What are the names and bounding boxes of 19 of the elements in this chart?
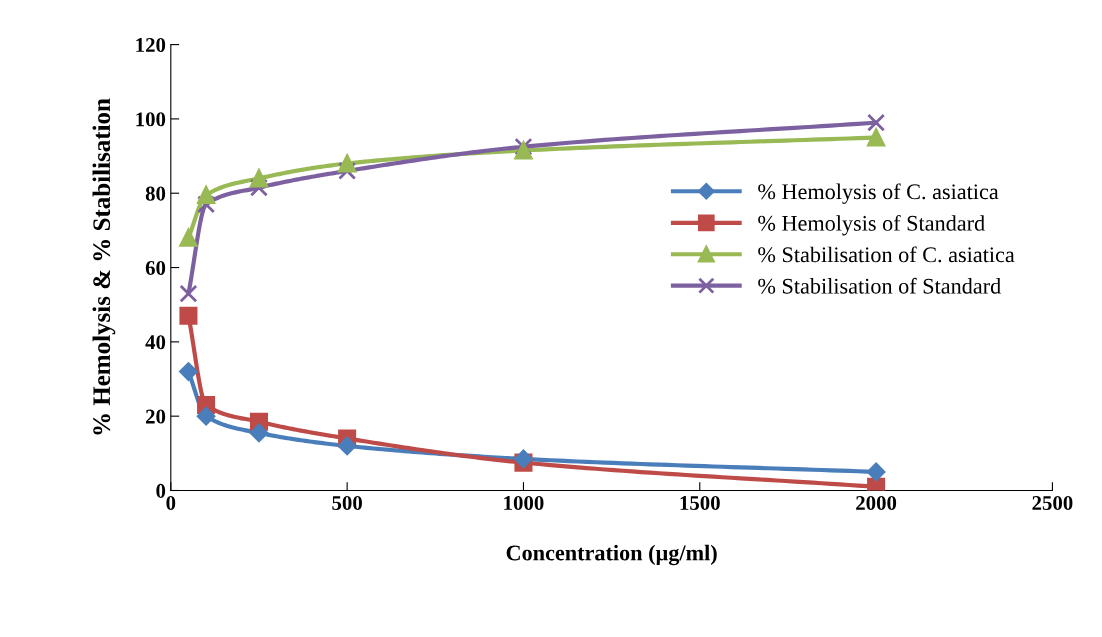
legend-label: % Stabilisation of C. asiatica: [758, 246, 1015, 263]
y-tick-label: 60: [145, 260, 166, 275]
legend-label: % Stabilisation of Standard: [758, 277, 1001, 294]
y-tick-label: 100: [136, 112, 166, 127]
x-tick-label: 2500: [1032, 495, 1073, 511]
x-tick-label: 1000: [504, 495, 544, 511]
y-tick-label: 40: [145, 335, 166, 350]
x-tick-label: 0: [166, 495, 176, 511]
x-tick-label: 2000: [856, 495, 897, 511]
legend-label: % Hemolysis of C. asiatica: [758, 183, 999, 204]
y-tick-label: 0: [156, 483, 166, 498]
x-tick-label: 1500: [680, 495, 720, 511]
legend-label: % Hemolysis of Standard: [758, 214, 985, 236]
y-tick-label: 120: [136, 37, 166, 53]
x-tick-label: 500: [332, 495, 362, 511]
x-axis-title: Concentration (µg/ml): [506, 544, 717, 566]
y-axis-title: % Hemolysis & % Stabilisation: [92, 98, 116, 435]
y-tick-label: 80: [145, 186, 166, 201]
y-tick-label: 20: [145, 409, 166, 424]
